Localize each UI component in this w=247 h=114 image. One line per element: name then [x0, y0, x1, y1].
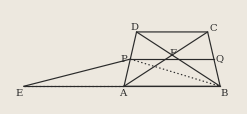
Text: F: F: [170, 49, 177, 58]
Text: A: A: [119, 88, 127, 97]
Text: B: B: [221, 88, 228, 97]
Text: D: D: [130, 23, 139, 32]
Text: P: P: [121, 54, 127, 63]
Text: E: E: [16, 88, 23, 97]
Text: C: C: [209, 24, 217, 33]
Text: Q: Q: [215, 54, 223, 63]
